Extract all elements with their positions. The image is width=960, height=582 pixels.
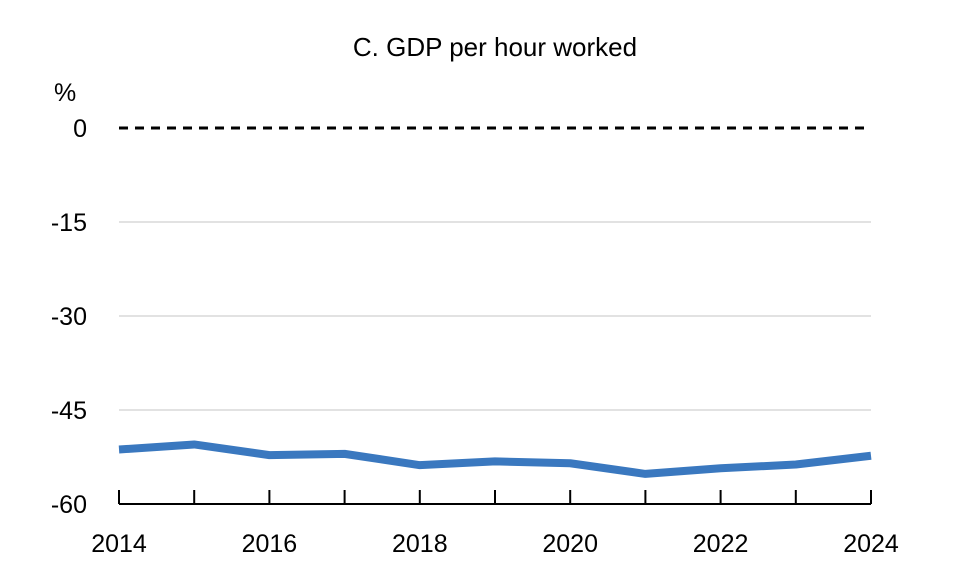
y-tick-label: -45	[51, 397, 87, 425]
x-axis	[118, 490, 872, 505]
y-tick-label: -60	[51, 491, 87, 519]
gridlines	[119, 126, 871, 411]
series-layer	[118, 440, 872, 478]
x-tick-labels: 2014 2016 2018 2020 2022 2024	[91, 530, 899, 558]
x-tick-label: 2020	[542, 530, 598, 558]
x-tick-label: 2024	[843, 530, 899, 558]
chart-title: C. GDP per hour worked	[353, 32, 637, 62]
y-tick-label: -30	[51, 303, 87, 331]
x-tick-label: 2014	[91, 530, 147, 558]
y-tick-labels: 0 -15 -30 -45 -60	[51, 115, 87, 519]
x-tick-label: 2018	[392, 530, 448, 558]
series-line	[118, 440, 872, 478]
y-unit-label: %	[54, 79, 76, 107]
x-tick-label: 2022	[693, 530, 749, 558]
y-tick-label: 0	[73, 115, 87, 143]
x-tick-label: 2016	[242, 530, 298, 558]
y-tick-label: -15	[51, 209, 87, 237]
